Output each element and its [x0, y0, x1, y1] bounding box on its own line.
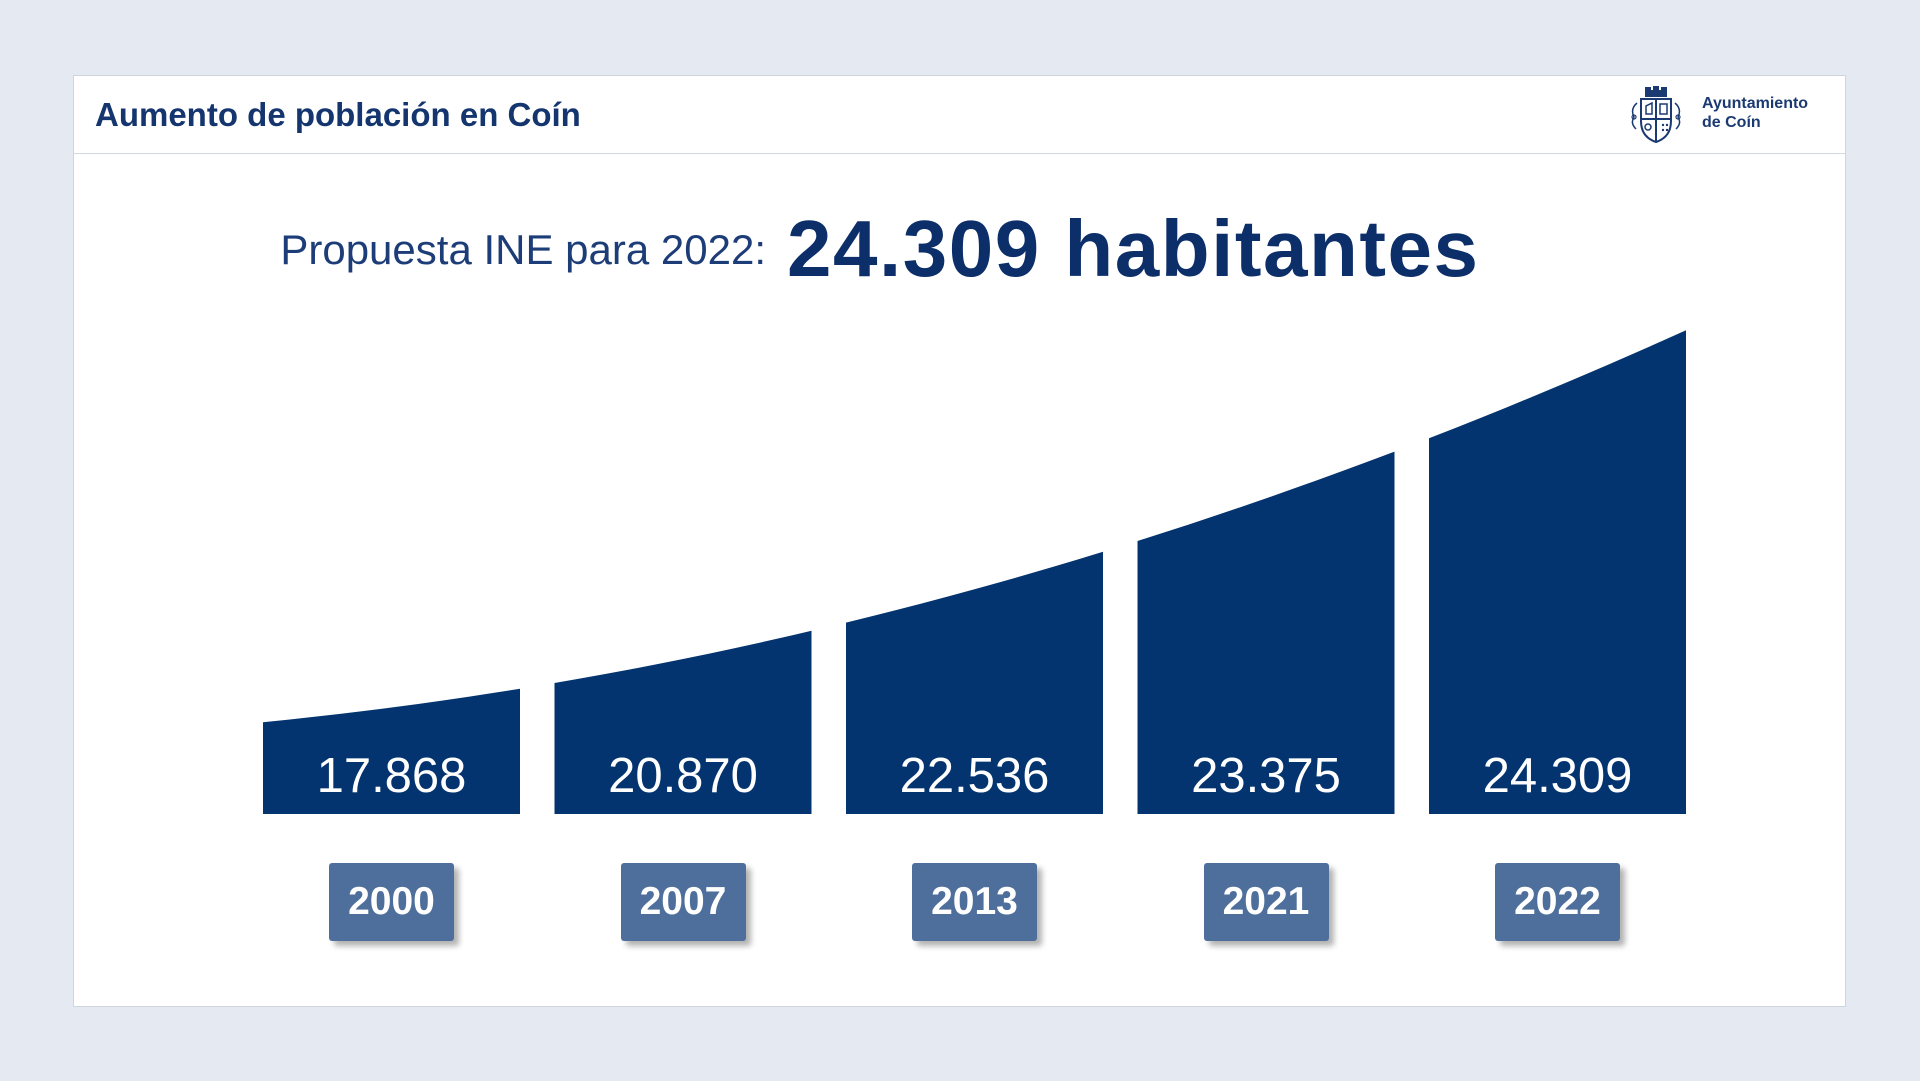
year-label: 2000 — [329, 863, 454, 941]
year-label: 2013 — [912, 863, 1037, 941]
logo-line-2: de Coín — [1702, 114, 1761, 131]
logo-line-1: Ayuntamiento — [1702, 95, 1809, 112]
logo-text: Ayuntamiento de Coín — [1702, 94, 1808, 132]
year-label: 2007 — [620, 863, 746, 941]
card-header: Aumento de población en Coín — [74, 76, 1845, 154]
year-label: 2022 — [1495, 863, 1620, 941]
year-label: 2021 — [1203, 863, 1329, 941]
page-title: Aumento de población en Coín — [95, 96, 581, 133]
coat-of-arms-icon — [1631, 86, 1681, 144]
